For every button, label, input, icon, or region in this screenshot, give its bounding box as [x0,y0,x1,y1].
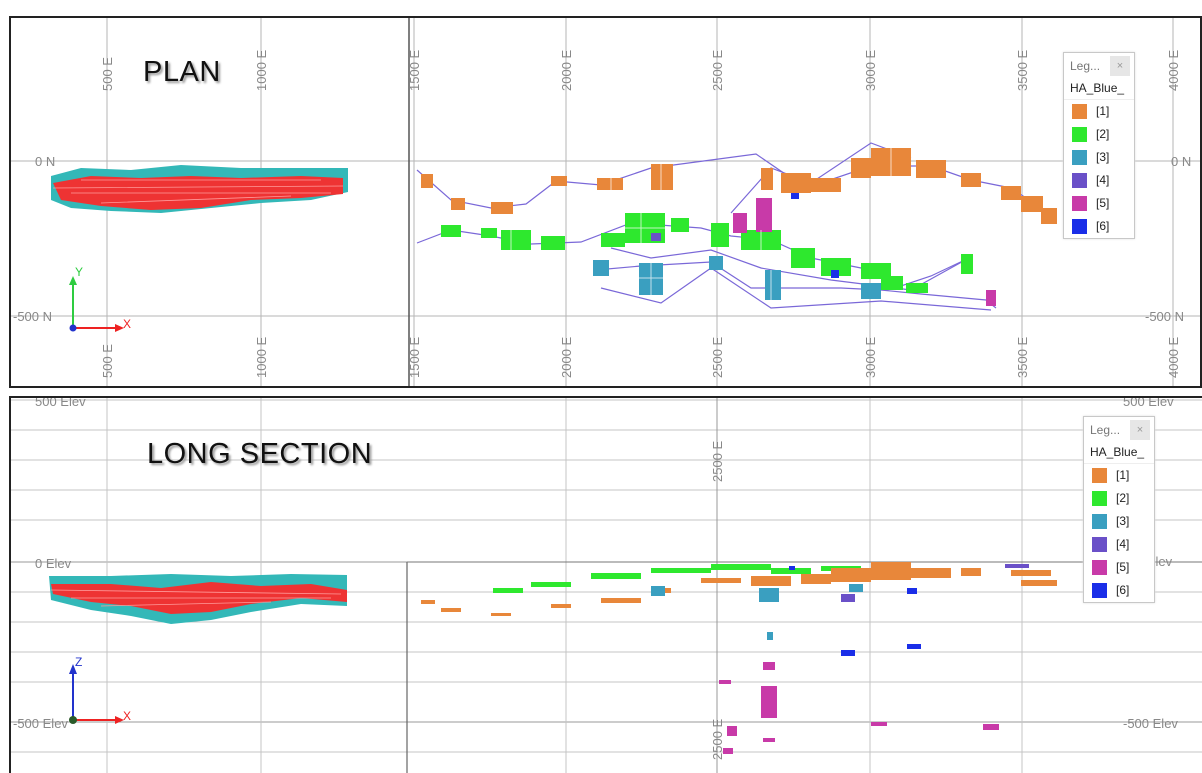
axis-x-label: X [123,709,131,723]
tick-0n-right: 0 N [1171,154,1191,169]
swatch-icon [1092,468,1107,483]
legend-label: [4] [1116,537,1130,551]
legend-label: [3] [1096,150,1110,164]
legend-panel-long-section[interactable]: Leg... × HA_Blue_ [1] [2] [3] [4] [5] [6… [1083,416,1155,603]
legend-attribute: HA_Blue_ [1084,443,1154,464]
legend-title: Leg... [1070,59,1101,73]
tick-2500e-bottom: 2500 E [710,336,725,378]
tick-4000e-bottom: 4000 E [1166,336,1181,378]
legend-item-4: [4] [1084,533,1154,556]
tick-0n-left: 0 N [35,154,55,169]
legend-item-1: [1] [1084,464,1154,487]
tick-500n-right: -500 N [1145,309,1184,324]
plan-bottom-ticks: 500 E 1000 E 1500 E 2000 E 2500 E 3000 E… [100,336,1181,378]
elev-500-right: 500 Elev [1123,398,1174,409]
legend-item-6: [6] [1064,215,1134,238]
swatch-icon [1092,491,1107,506]
tick-3000e-top: 3000 E [863,49,878,91]
legend-item-2: [2] [1064,123,1134,146]
legend-item-3: [3] [1084,510,1154,533]
swatch-icon [1072,150,1087,165]
elev-0-left: 0 Elev [35,556,72,571]
legend-panel-plan[interactable]: Leg... × HA_Blue_ [1] [2] [3] [4] [5] [6… [1063,52,1135,239]
tick-1500e-top: 1500 E [407,49,422,91]
legend-label: [1] [1116,468,1130,482]
plan-block-model [51,165,348,213]
swatch-icon [1072,127,1087,142]
swatch-icon [1072,219,1087,234]
plan-axis-triad: Y X [69,265,131,332]
axis-z-label: Z [75,655,82,669]
legend-item-2: [2] [1084,487,1154,510]
legend-label: [1] [1096,104,1110,118]
legend-item-1: [1] [1064,100,1134,123]
plan-title: PLAN [143,56,221,88]
elev-neg500-right: -500 Elev [1123,716,1178,731]
long-axis-triad: Z X [69,655,131,724]
long-section-canvas[interactable]: 500 Elev 500 Elev 0 Elev 0 Elev -500 Ele… [11,398,1202,773]
tick-2500e-bottom: 2500 E [710,718,725,760]
long-grid [11,398,1202,773]
tick-3500e-top: 3500 E [1015,49,1030,91]
long-section-title: LONG SECTION [147,438,373,470]
plan-blocks-1 [421,148,1057,224]
swatch-icon [1092,537,1107,552]
plan-canvas[interactable]: 500 E 1000 E 1500 E 2000 E 2500 E 3000 E… [11,18,1202,388]
elev-neg500-left: -500 Elev [13,716,68,731]
tick-500e-bottom: 500 E [100,344,115,378]
elev-500-left: 500 Elev [35,398,86,409]
swatch-icon [1072,196,1087,211]
swatch-icon [1072,173,1087,188]
axis-x-label: X [123,317,131,331]
plan-block-gridlines [510,148,892,300]
swatch-icon [1092,514,1107,529]
legend-title: Leg... [1090,423,1121,437]
long-blocks [421,562,1057,754]
tick-3500e-bottom: 3500 E [1015,336,1030,378]
plan-blocks-4-5-6 [651,193,996,306]
tick-1000e-top: 1000 E [254,49,269,91]
legend-label: [3] [1116,514,1130,528]
legend-item-5: [5] [1064,192,1134,215]
legend-item-4: [4] [1064,169,1134,192]
legend-label: [2] [1096,127,1110,141]
close-icon[interactable]: × [1130,420,1150,440]
tick-4000e-top: 4000 E [1166,49,1181,91]
legend-label: [5] [1116,560,1130,574]
legend-label: [6] [1096,219,1110,233]
legend-attribute: HA_Blue_ [1064,79,1134,100]
plan-blocks-2 [441,213,973,293]
plan-grid [11,18,1200,386]
legend-header: Leg... × [1064,53,1134,79]
tick-2000e-bottom: 2000 E [559,336,574,378]
tick-2500e-top: 2500 E [710,49,725,91]
legend-header: Leg... × [1084,417,1154,443]
tick-1500e-bottom: 1500 E [407,336,422,378]
legend-label: [5] [1096,196,1110,210]
plan-top-ticks: 500 E 1000 E 1500 E 2000 E 2500 E 3000 E… [100,49,1181,91]
plan-viewport[interactable]: 500 E 1000 E 1500 E 2000 E 2500 E 3000 E… [9,16,1202,388]
tick-3000e-bottom: 3000 E [863,336,878,378]
swatch-icon [1072,104,1087,119]
plan-y-ticks: 0 N -500 N 0 N -500 N [13,154,1191,324]
legend-item-6: [6] [1084,579,1154,602]
swatch-icon [1092,560,1107,575]
legend-label: [2] [1116,491,1130,505]
tick-1000e-bottom: 1000 E [254,336,269,378]
tick-2000e-top: 2000 E [559,49,574,91]
tick-500n-left: -500 N [13,309,52,324]
swatch-icon [1092,583,1107,598]
legend-label: [6] [1116,583,1130,597]
long-block-model [49,574,347,624]
close-icon[interactable]: × [1110,56,1130,76]
tick-500e-top: 500 E [100,57,115,91]
long-section-viewport[interactable]: 500 Elev 500 Elev 0 Elev 0 Elev -500 Ele… [9,396,1202,773]
axis-y-label: Y [75,265,83,279]
tick-2500e-top: 2500 E [710,440,725,482]
legend-label: [4] [1096,173,1110,187]
legend-item-5: [5] [1084,556,1154,579]
legend-item-3: [3] [1064,146,1134,169]
